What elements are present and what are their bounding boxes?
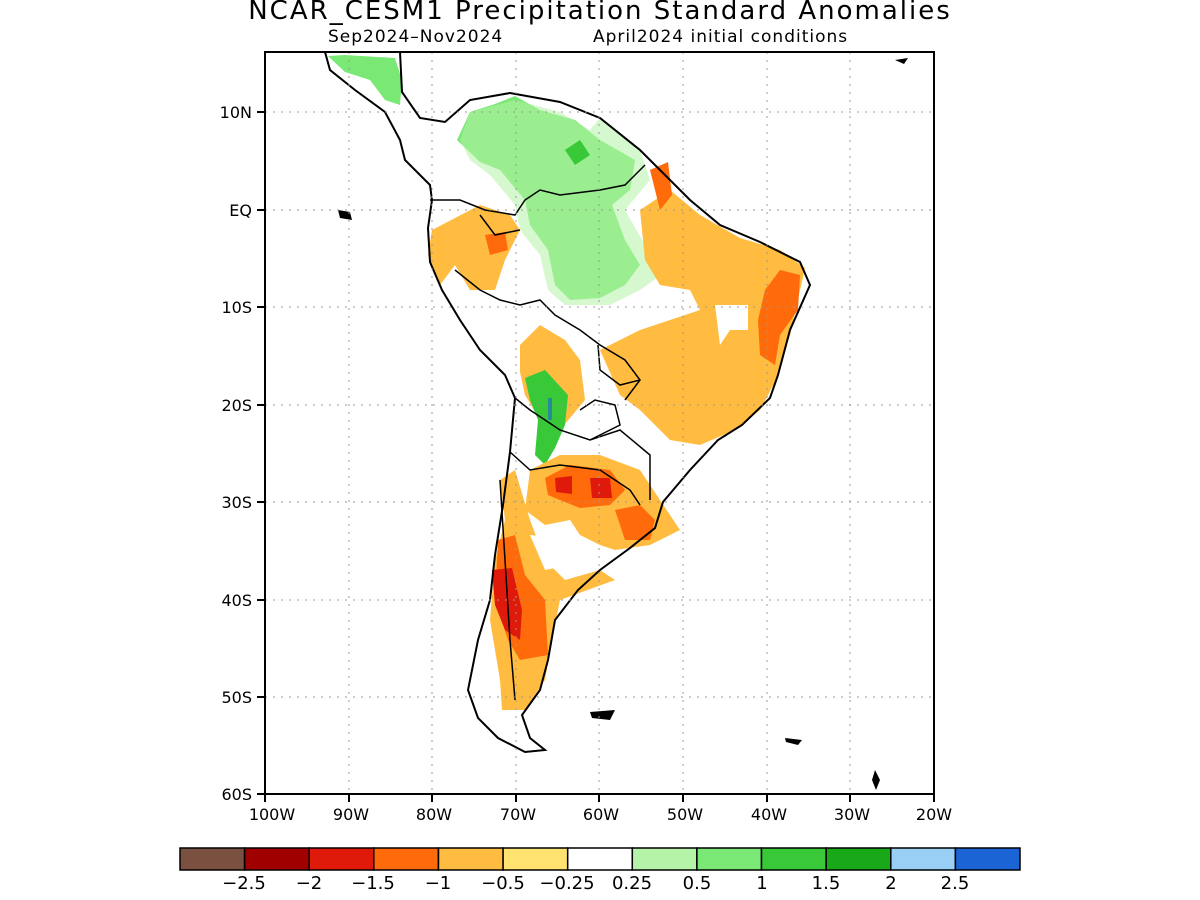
lon-tick-label: 100W (249, 805, 296, 824)
colorbar-label: 2.5 (941, 873, 970, 894)
wet-anomaly-north-light (460, 100, 668, 305)
colorbar-swatch (760, 847, 827, 871)
colorbar-swatch (179, 847, 246, 871)
colorbar-swatch (243, 847, 310, 871)
colorbar-label: 0.5 (683, 873, 712, 894)
lat-tick-label: 50S (221, 688, 252, 707)
lon-tick-label: 70W (500, 805, 536, 824)
dry-anomaly-peru-strong (485, 232, 508, 255)
colorbar-label: −1 (425, 873, 452, 894)
lon-tick-label: 30W (834, 805, 870, 824)
lat-tick-label: 60S (221, 785, 252, 804)
colorbar-label: 0.25 (612, 873, 652, 894)
lat-tick-label: 30S (221, 493, 252, 512)
colorbar-label: 2 (885, 873, 896, 894)
init-conditions-label: April2024 initial conditions (593, 27, 849, 47)
lat-tick-label: 10N (220, 103, 252, 122)
dry-anomaly-guyana (650, 162, 672, 210)
colorbar-swatch (308, 847, 375, 871)
colorbar-label: −2.5 (222, 873, 266, 894)
colorbar-label: 1 (756, 873, 767, 894)
lat-tick-label: 40S (221, 591, 252, 610)
wet-anomaly-andes-core (548, 398, 552, 420)
colorbar-swatch (631, 847, 698, 871)
dry-anomaly-east (600, 190, 805, 445)
wet-anomaly-andes (525, 370, 568, 465)
lon-tick-label: 90W (333, 805, 369, 824)
map-title: NCAR_CESM1 Precipitation Standard Anomal… (248, 0, 952, 26)
lat-tick-label: 20S (221, 396, 252, 415)
wet-anomaly-northwest (328, 55, 402, 105)
lon-tick-label: 50W (667, 805, 703, 824)
lon-tick-label: 20W (916, 805, 952, 824)
colorbar-label: −2 (296, 873, 323, 894)
colorbar-label: −0.25 (539, 873, 594, 894)
lat-tick-label: EQ (229, 201, 252, 220)
colorbar-swatch (696, 847, 763, 871)
colorbar (179, 847, 1021, 871)
lat-axis (257, 111, 265, 795)
dry-anomaly-uruguay (615, 505, 655, 540)
colorbar-swatch (954, 847, 1021, 871)
colorbar-label: 1.5 (812, 873, 841, 894)
lon-tick-label: 80W (416, 805, 452, 824)
dry-anomaly-east-strong (758, 270, 800, 365)
wet-anomaly-core (565, 140, 590, 165)
colorbar-swatch (890, 847, 957, 871)
colorbar-swatch (566, 847, 634, 871)
valid-period-label: Sep2024–Nov2024 (328, 27, 504, 47)
neutral-patch-east (715, 305, 748, 345)
anomaly-field (325, 52, 810, 752)
colorbar-swatch (437, 847, 504, 871)
coastline (324, 52, 812, 754)
colorbar-swatch (502, 847, 569, 871)
dry-anomaly-peru (428, 205, 520, 290)
dry-anomaly-argentina-core (555, 476, 612, 498)
lon-tick-label: 40W (751, 805, 787, 824)
neutral-patch-pampas (530, 535, 610, 570)
lon-tick-label: 60W (583, 805, 619, 824)
colorbar-label: −0.5 (481, 873, 525, 894)
colorbar-swatch (825, 847, 892, 871)
lon-axis (264, 794, 935, 802)
colorbar-label: −1.5 (351, 873, 395, 894)
colorbar-swatch (373, 847, 440, 871)
lat-tick-label: 10S (221, 298, 252, 317)
